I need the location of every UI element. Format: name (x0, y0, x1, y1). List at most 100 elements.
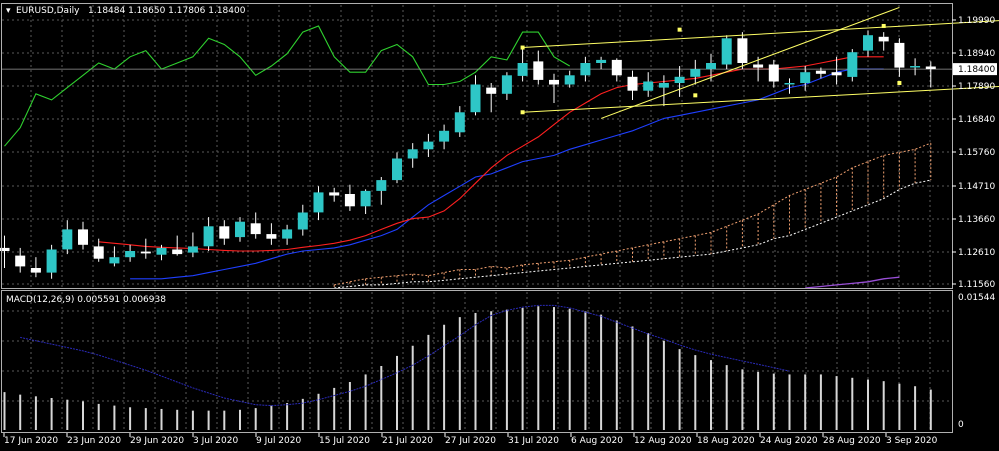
span_b-line (334, 179, 931, 289)
kijun-line (130, 68, 884, 280)
candle (282, 229, 293, 239)
trend-anchor (520, 45, 525, 50)
candle (156, 247, 167, 255)
candle (392, 158, 402, 181)
candle (658, 83, 669, 88)
macd-zero-label: 0 (958, 420, 964, 430)
candle (486, 87, 497, 94)
date-label: 23 Jun 2020 (67, 436, 121, 446)
candle (93, 246, 104, 259)
price-panel-border (1, 3, 953, 289)
candle (454, 112, 465, 133)
date-label: 27 Jul 2020 (445, 436, 496, 446)
candle (674, 76, 685, 83)
trendline (522, 20, 999, 49)
chikou-line (4, 25, 570, 147)
candle (894, 42, 905, 68)
candle (297, 212, 308, 230)
candle (643, 81, 654, 91)
candle (46, 249, 57, 273)
candle (172, 249, 183, 255)
chart-frame (1, 3, 953, 433)
price-tick-label: 1.13660 (958, 215, 995, 225)
candle (470, 84, 481, 113)
candle (15, 255, 26, 267)
trendline (600, 6, 900, 119)
date-label: 18 Aug 2020 (697, 436, 755, 446)
candles (0, 30, 936, 279)
candle (690, 69, 701, 77)
candle (62, 229, 73, 250)
date-label: 21 Jul 2020 (382, 436, 433, 446)
price-tick-label: 1.11560 (958, 280, 995, 290)
candle (800, 72, 811, 83)
date-label: 28 Aug 2020 (823, 436, 881, 446)
ohlc-values: 1.18484 1.18650 1.17806 1.18400 (88, 6, 246, 16)
candle (863, 35, 873, 51)
macd-signal-line (20, 304, 790, 407)
candle (831, 72, 842, 76)
candle (925, 66, 936, 70)
macd-max-label: 0.01544 (958, 293, 995, 303)
trend-anchor (897, 80, 902, 85)
candle (737, 38, 748, 63)
date-label: 3 Sep 2020 (886, 436, 938, 446)
candle (439, 130, 450, 142)
candle (533, 61, 544, 80)
date-label: 17 Jun 2020 (4, 436, 58, 446)
macd-label: MACD(12,26,9) 0.005591 0.006938 (6, 295, 166, 305)
candle (78, 229, 88, 245)
price-tick-label: 1.16840 (958, 115, 995, 125)
candle (768, 64, 779, 82)
candle (376, 180, 387, 191)
candle (549, 79, 559, 85)
candle (721, 38, 732, 65)
candle (815, 70, 826, 74)
candle (878, 36, 889, 42)
date-label: 12 Aug 2020 (634, 436, 692, 446)
candle (30, 268, 41, 273)
candle (580, 63, 591, 76)
candle (501, 75, 512, 94)
candle (847, 52, 858, 77)
candle (344, 194, 355, 207)
candle (219, 226, 230, 239)
candle (627, 76, 638, 91)
trendlines (520, 6, 999, 119)
candle (423, 141, 434, 150)
price-tick-label: 1.14710 (958, 182, 995, 192)
candle (784, 83, 795, 85)
date-label: 31 Jul 2020 (508, 436, 559, 446)
macd-panel-border (1, 290, 953, 433)
current-price-box (953, 63, 997, 76)
candle (235, 221, 245, 238)
candle (125, 251, 136, 258)
candle (596, 59, 607, 63)
candle (706, 63, 716, 70)
grid (2, 5, 952, 433)
trend-anchor (881, 23, 886, 28)
current-price-label: 1.18400 (958, 65, 995, 75)
chart-menu-icon[interactable]: ▾ (6, 6, 11, 16)
candle (203, 226, 214, 247)
candle (407, 149, 418, 159)
trend-anchor (677, 27, 682, 32)
candle (517, 63, 528, 76)
price-tick-label: 1.15760 (958, 148, 995, 158)
candle (187, 246, 198, 253)
candle (250, 223, 261, 235)
price-tick-label: 1.19990 (958, 16, 995, 26)
candle (109, 257, 120, 264)
candle (313, 192, 324, 213)
axes: 1.19990 1.18940 1.17890 1.16840 1.15760 1.147… (3, 16, 997, 446)
date-label: 6 Aug 2020 (571, 436, 623, 446)
candle (266, 234, 277, 239)
trend-anchor (520, 110, 525, 115)
candle (753, 64, 764, 68)
candle (0, 247, 10, 251)
date-label: 9 Jul 2020 (256, 436, 301, 446)
price-tick-label: 1.12610 (958, 248, 995, 258)
ichimoku-cloud (333, 142, 932, 289)
purple-line (805, 276, 900, 289)
